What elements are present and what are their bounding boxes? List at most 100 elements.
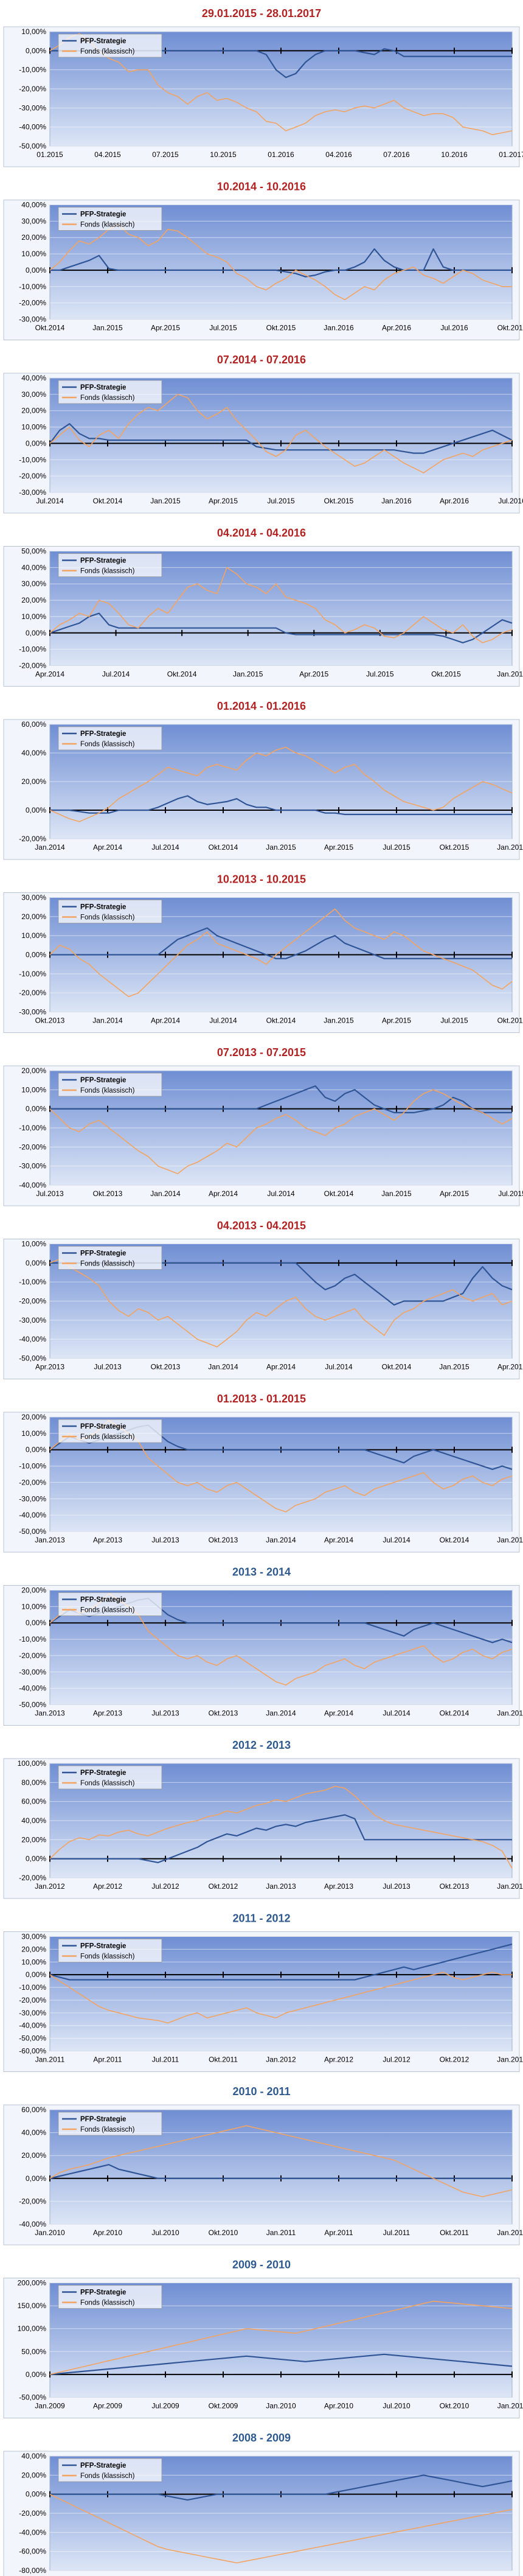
series-line-pfp-strategie [50,248,512,278]
y-tick-label: -10,00% [19,1462,46,1471]
x-tick-label: Apr.2013 [324,1882,353,1891]
chart-panel: 04.2013 - 04.2015 10,00% 0,00% -10,00% -20,0… [3,1220,523,1379]
y-tick-label: -30,00% [19,488,46,497]
y-tick-label: 20,00% [21,1945,46,1953]
x-tick-label: Apr.2010 [93,2228,122,2237]
x-tick-label: Apr.2012 [324,2056,353,2064]
x-tick-label: Apr.2015 [299,670,328,679]
series-line-fonds-klassisch [49,1089,513,1174]
y-tick-label: 20,00% [21,2471,46,2479]
y-tick-label: 0,00% [26,1259,46,1267]
y-tick-label: -20,00% [19,1996,46,2004]
y-tick-label: -10,00% [19,645,46,654]
legend-label-strategy: PFP-Strategie [80,211,126,219]
series-line-fonds-klassisch [49,746,513,822]
x-tick-label: Apr.2013 [93,1536,122,1544]
y-tick-label: -30,00% [19,1316,46,1325]
y-tick-label: -50,00% [19,1701,46,1709]
x-tick-label: Jul.2014 [209,1017,237,1025]
legend [58,380,162,404]
series-line-fonds-klassisch [49,908,513,998]
y-tick-label: 10,00% [21,1085,46,1094]
series-line-pfp-strategie [50,795,512,816]
x-tick-label: Apr.2015 [497,1363,523,1371]
y-tick-label: 20,00% [21,2151,46,2160]
y-tick-label: -10,00% [19,970,46,978]
y-tick-label: 20,00% [21,1066,46,1075]
x-tick-label: Jan.2015 [497,1536,523,1544]
x-tick-label: 10.2016 [441,150,468,159]
chart-panel: 04.2014 - 04.2016 50,00% 40,00% 30,00% 20,00… [3,527,523,687]
chart-panel: 2012 - 2013 100,00% 80,00% 60,00% 40,00% 20,0… [3,1739,523,1899]
y-tick-label: 30,00% [21,894,46,902]
y-tick-label: -40,00% [19,1335,46,1343]
y-tick-label: -10,00% [19,1635,46,1643]
x-tick-label: Apr.2015 [324,843,353,852]
y-tick-label: 0,00% [26,2490,46,2499]
y-tick-label: 20,00% [21,233,46,242]
y-tick-label: -50,00% [19,2393,46,2402]
x-tick-label: Jul.2015 [440,1017,468,1025]
x-tick-label: Apr.2009 [93,2402,122,2410]
chart-title: 2010 - 2011 [232,2085,290,2098]
legend [58,207,162,231]
x-tick-label: Apr.2011 [93,2056,122,2064]
y-tick-label: -50,00% [19,142,46,150]
x-tick-label: Jan.2011 [497,2402,523,2410]
series-line-pfp-strategie [49,1943,513,1981]
x-tick-label: Jan.2009 [35,2402,65,2410]
chart-title: 2009 - 2010 [232,2259,291,2271]
x-tick-label: Jan.2010 [266,2402,296,2410]
x-tick-label: Okt.2015 [497,1017,523,1025]
x-tick-label: Jan.2012 [266,2056,296,2064]
x-tick-label: Jan.2010 [35,2228,65,2237]
series-line-fonds-klassisch [49,394,513,474]
y-tick-label: 40,00% [21,374,46,382]
y-tick-label: -20,00% [19,85,46,93]
y-tick-label: -30,00% [19,315,46,324]
x-tick-label: Jul.2014 [325,1363,353,1371]
y-tick-label: -20,00% [19,1143,46,1151]
y-tick-label: 50,00% [21,2347,46,2356]
x-tick-label: Jan.2016 [381,497,412,505]
x-tick-label: Okt.2014 [35,324,65,332]
x-tick-label: Apr.2013 [93,1709,122,1718]
y-tick-label: 0,00% [26,46,46,55]
series-line-fonds-klassisch [49,1258,513,1348]
y-tick-label: -10,00% [19,66,46,74]
y-tick-label: 20,00% [21,596,46,604]
y-tick-label: -20,00% [19,472,46,480]
legend-label-fund: Fonds (klassisch) [80,1433,135,1441]
x-tick-label: Okt.2012 [440,2056,469,2064]
y-tick-label: 0,00% [26,1855,46,1863]
y-tick-label: -20,00% [19,1651,46,1660]
x-tick-label: Jan.2013 [497,2056,523,2064]
series-line-pfp-strategie [49,2164,512,2179]
y-tick-label: 60,00% [21,720,46,729]
y-tick-label: 30,00% [21,579,46,588]
y-tick-label: 0,00% [26,439,46,447]
legend [58,2112,162,2136]
legend-label-fund: Fonds (klassisch) [80,48,135,55]
x-tick-label: Jan.2014 [497,1882,523,1891]
x-tick-label: Okt.2010 [209,2228,238,2237]
y-tick-label: -60,00% [19,2047,46,2056]
x-tick-label: Jan.2014 [150,1189,181,1198]
y-tick-label: 0,00% [26,1446,46,1454]
x-tick-label: Jan.2008 [35,2575,65,2576]
y-tick-label: -20,00% [19,1478,46,1486]
x-tick-label: Okt.2015 [440,843,469,852]
legend-label-fund: Fonds (klassisch) [80,1087,135,1094]
x-tick-label: Jul.2013 [151,1536,179,1544]
legend [58,1246,162,1270]
legend-label-strategy: PFP-Strategie [80,904,126,911]
chart-panel: 2008 - 2009 40,00% 20,00% 0,00% -20,00% -40,0… [3,2432,523,2576]
y-tick-label: -40,00% [19,123,46,131]
x-tick-label: Jan.2013 [35,1709,65,1718]
x-tick-label: Apr.2013 [35,1363,64,1371]
x-tick-label: Jan.2015 [324,1017,354,1025]
x-tick-label: Okt.2014 [324,1189,354,1198]
x-tick-label: Okt.2013 [35,1017,65,1025]
y-tick-label: 0,00% [26,951,46,959]
x-tick-label: Jan.2015 [233,670,263,679]
